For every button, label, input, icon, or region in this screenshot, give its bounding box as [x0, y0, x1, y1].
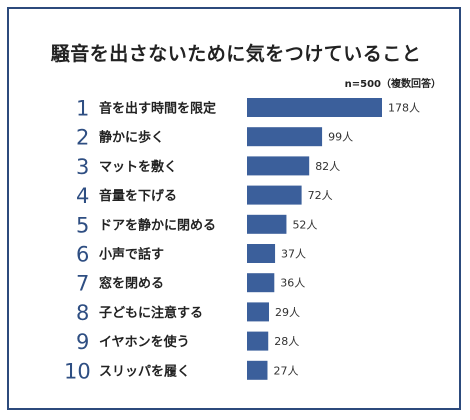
bar	[247, 214, 287, 234]
category-label: 小声で話す	[99, 247, 164, 263]
category-label: 窓を閉める	[99, 276, 164, 292]
rank-number: 5	[76, 213, 89, 237]
sample-size-note: n=500（複数回答）	[344, 79, 441, 90]
bar	[247, 302, 269, 322]
category-label: 静かに歩く	[99, 130, 164, 146]
value-label: 178人	[388, 102, 420, 115]
value-label: 99人	[328, 131, 353, 144]
rank-number: 8	[76, 301, 89, 325]
value-label: 29人	[275, 306, 300, 319]
rank-number: 10	[64, 359, 91, 383]
category-label: マットを敷く	[99, 159, 177, 175]
value-label: 37人	[281, 248, 306, 261]
bar	[247, 273, 275, 293]
bar	[247, 98, 382, 117]
category-label: ドアを静かに閉める	[99, 217, 216, 233]
rank-number: 4	[76, 184, 89, 208]
bar	[247, 156, 310, 176]
category-label: 音を出す時間を限定	[99, 101, 216, 117]
category-label: イヤホンを使う	[99, 334, 190, 350]
chart-title: 騒音を出さないために気をつけていること	[50, 43, 422, 65]
rank-number: 3	[76, 155, 89, 179]
category-label: 音量を下げる	[99, 188, 177, 204]
value-label: 28人	[274, 335, 299, 348]
rank-number: 9	[76, 330, 89, 354]
category-label: 子どもに注意する	[99, 305, 203, 321]
value-label: 52人	[292, 218, 317, 231]
rank-number: 1	[76, 97, 89, 121]
rank-number: 6	[76, 243, 89, 267]
bar	[247, 244, 276, 263]
bar	[247, 185, 302, 205]
bar	[247, 331, 269, 351]
bar	[247, 127, 323, 147]
rank-number: 2	[76, 126, 89, 150]
value-label: 72人	[308, 189, 333, 202]
value-label: 82人	[315, 160, 340, 173]
chart-frame: 騒音を出さないために気をつけていること n=500（複数回答）	[7, 7, 461, 410]
value-label: 27人	[273, 364, 298, 377]
rank-number: 7	[76, 272, 89, 296]
category-label: スリッパを履く	[99, 364, 190, 379]
bar	[247, 360, 268, 380]
value-label: 36人	[280, 277, 305, 290]
